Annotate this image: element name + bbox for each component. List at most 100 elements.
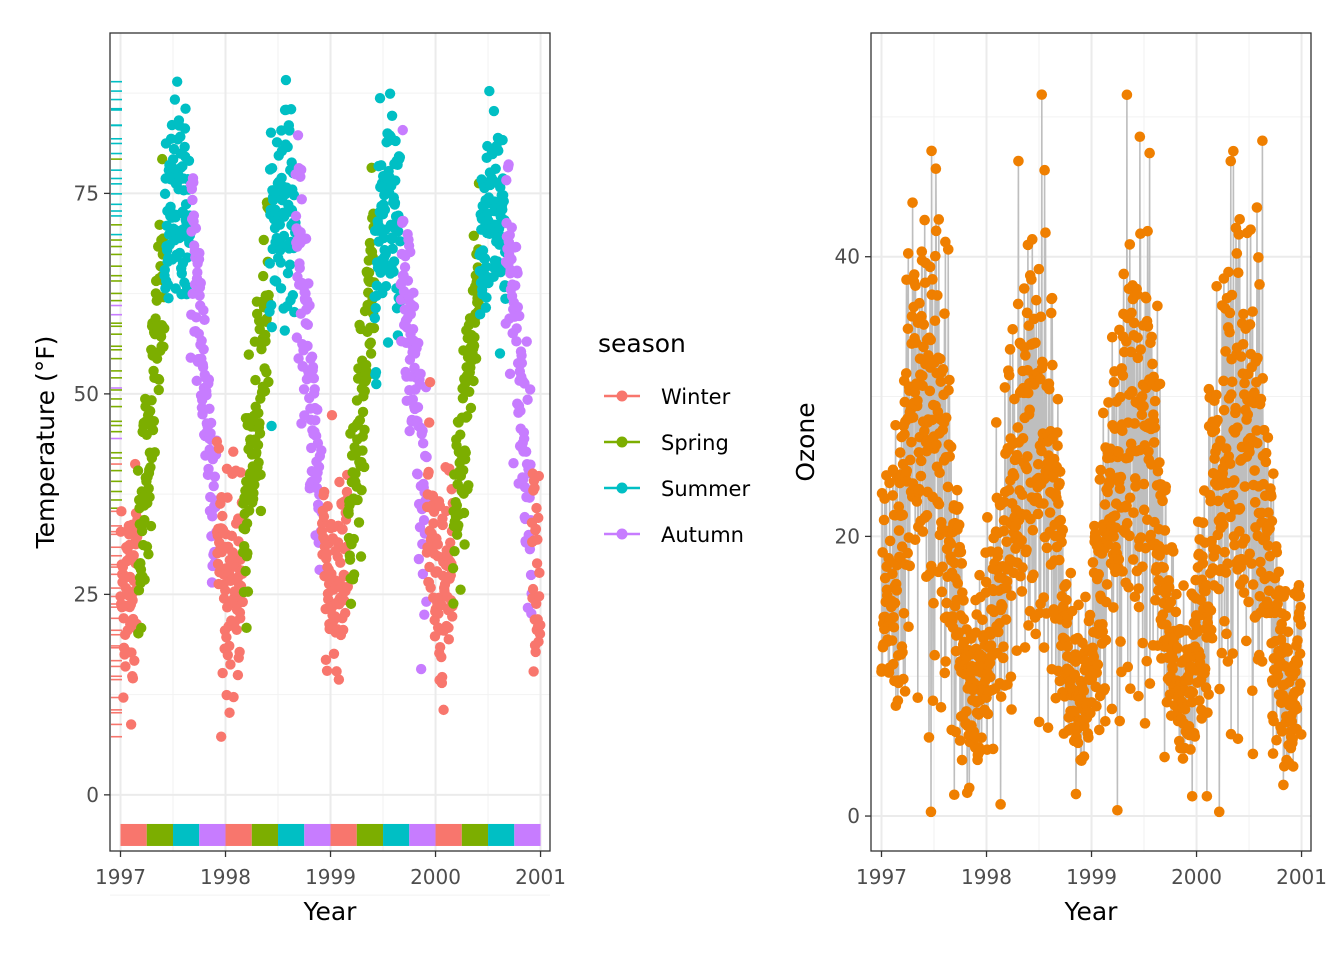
ozone-y-axis-title: Ozone [791,402,820,481]
temperature-point [248,487,259,499]
ozone-point [1128,317,1140,329]
ozone-point [1092,659,1104,670]
ozone-point [1273,566,1285,578]
temperature-point [254,417,265,429]
ozone-point [893,501,905,512]
ozone-point [929,649,941,661]
legend-label-summer: Summer [661,477,750,501]
x-tick-label: 2001 [1276,865,1327,889]
ozone-point [976,732,987,743]
ozone-point [1098,407,1109,419]
temperature-point [309,384,320,395]
ozone-point [1043,383,1055,395]
ozone-point [1032,458,1044,470]
temperature-point [118,613,129,624]
ozone-point [1282,626,1294,638]
temperature-point [266,321,278,333]
ozone-point [903,621,914,633]
temperature-point [159,323,170,334]
ozone-point [1100,634,1112,646]
ozone-point [956,754,968,766]
ozone-point [1232,733,1244,745]
temperature-point [290,210,302,222]
ozone-point [1163,581,1175,593]
temperature-point [321,548,332,559]
temperature-point [463,480,474,491]
ozone-point [1295,601,1306,613]
ozone-point [907,197,918,208]
ozone-point [1267,748,1279,759]
ozone-point [1003,369,1015,381]
temperature-point [195,277,206,289]
temperature-point [479,253,491,264]
ozone-point [993,626,1004,638]
temperature-point [356,484,367,496]
ozone-point [1280,586,1291,597]
temperature-point [369,312,381,324]
temperature-point [363,267,375,278]
temperature-point [282,267,294,279]
ozone-point [1104,467,1116,479]
temperature-point [339,607,351,619]
ozone-point [1085,707,1096,719]
temperature-point [457,465,469,476]
temperature-point [355,551,367,562]
ozone-point [936,586,948,598]
ozone-point [1282,646,1294,657]
ozone-point [915,455,927,467]
temperature-point [224,640,235,652]
temperature-point [275,283,287,294]
ozone-point [1287,733,1298,745]
temperature-point [294,262,305,274]
ozone-point [1121,518,1133,529]
temperature-point [468,340,480,351]
ozone-point [1054,554,1065,566]
ozone-point [997,600,1008,612]
temperature-point [162,279,174,290]
temperature-point [242,547,253,559]
ozone-point [1219,546,1231,558]
ozone-point [1114,391,1126,403]
temperature-point [530,646,541,658]
ozone-point [1087,557,1099,568]
temperature-point [127,595,138,606]
x-tick-label: 1998 [961,865,1012,889]
x-tick-label: 2000 [1171,865,1222,889]
ozone-point [1108,602,1119,613]
temperature-point [241,622,252,634]
temperature-point [155,331,167,342]
ozone-point [912,692,924,703]
ozone-point [1203,689,1214,700]
ozone-point [878,514,890,526]
temperature-point [378,232,389,244]
ozone-point [1234,525,1245,537]
ozone-point [1055,514,1067,526]
ozone-point [1112,804,1123,816]
ozone-point [1060,579,1072,590]
temperature-point [481,292,492,303]
ozone-point [1125,346,1137,358]
temperature-point [191,375,202,387]
temperature-point [413,553,425,565]
ozone-point [1150,594,1161,606]
ozone-point [907,412,919,423]
ozone-point [930,225,942,237]
ozone-point [899,686,911,697]
ozone-point [956,558,968,569]
ozone-point [1256,656,1268,667]
ozone-point [1152,300,1163,312]
y-tick-label: 0 [86,783,99,807]
season-strip-summer [173,823,200,846]
temperature-point [263,289,274,301]
ozone-point [1211,280,1222,292]
temperature-point [159,188,171,200]
temperature-point [493,145,504,156]
temperature-point [421,451,432,463]
ozone-point [982,708,994,720]
temperature-point [528,666,539,677]
ozone-point [926,145,937,157]
temperature-point [443,634,454,645]
ozone-point [999,382,1011,393]
temperature-point [337,624,349,636]
temperature-point [310,415,321,426]
